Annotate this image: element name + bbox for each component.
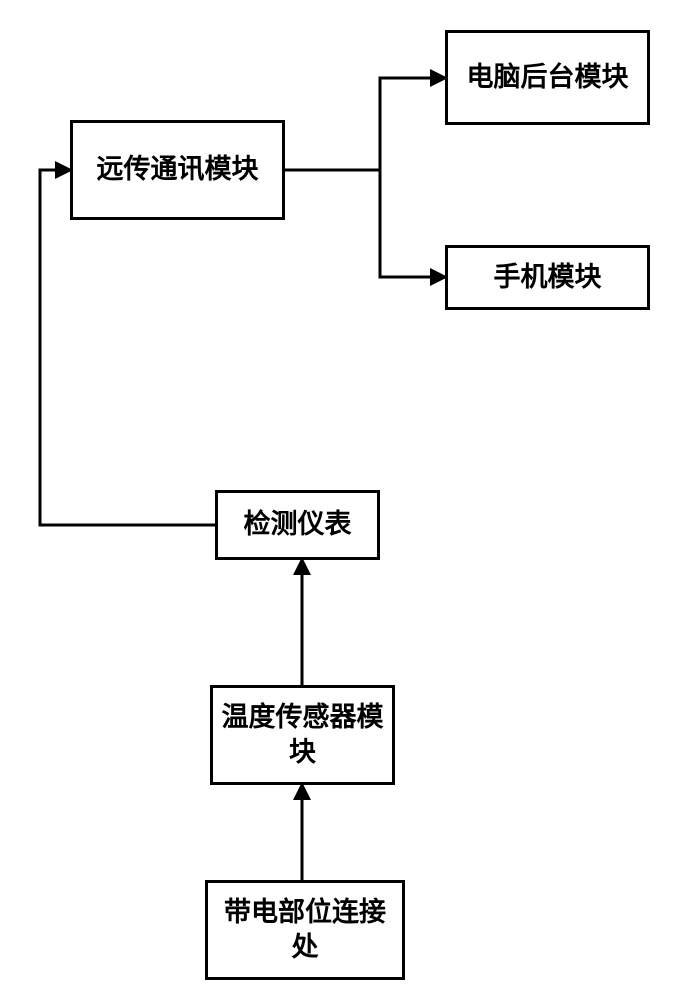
node-label: 手机模块 (494, 260, 602, 295)
node-phone: 手机模块 (445, 245, 650, 310)
node-detector: 检测仪表 (215, 490, 380, 560)
node-live-part: 带电部位连接处 (205, 880, 405, 980)
node-label: 温度传感器模块 (217, 700, 388, 770)
node-label: 远传通讯模块 (97, 152, 259, 187)
node-label: 带电部位连接处 (212, 895, 398, 965)
edge-detector-to-remote-comm (40, 170, 215, 525)
node-label: 检测仪表 (244, 507, 352, 542)
node-label: 电脑后台模块 (467, 60, 629, 95)
edge-remote-comm-to-phone (285, 170, 445, 277)
node-remote-comm: 远传通讯模块 (70, 120, 285, 220)
node-temp-sensor: 温度传感器模块 (210, 685, 395, 785)
edge-remote-comm-to-computer-backend (285, 78, 445, 170)
node-computer-backend: 电脑后台模块 (445, 30, 650, 125)
